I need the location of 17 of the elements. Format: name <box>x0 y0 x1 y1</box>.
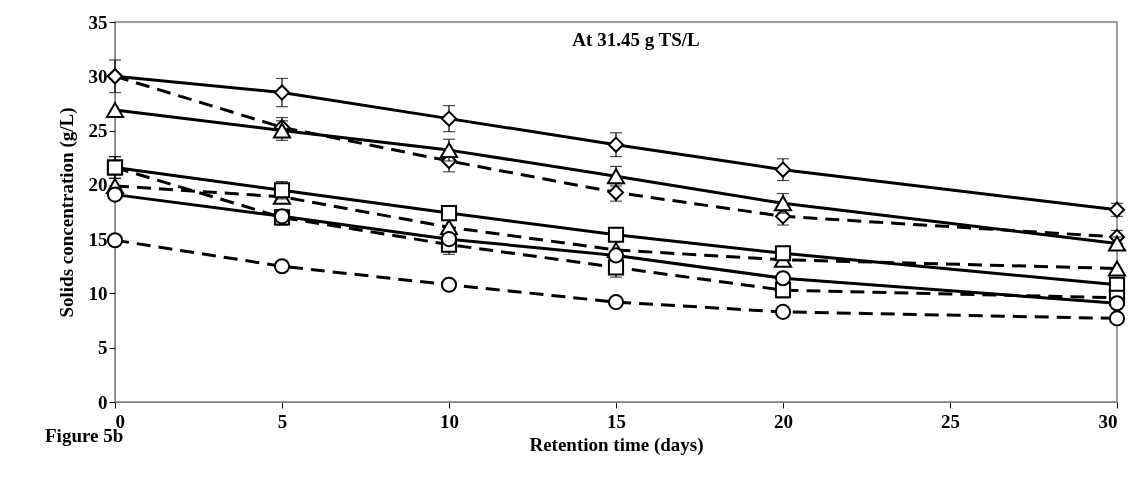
x-tick-label: 5 <box>277 410 288 432</box>
x-tick-label: 25 <box>941 410 960 432</box>
y-tick-label: 15 <box>88 228 108 250</box>
y-tick-label: 35 <box>88 11 108 33</box>
x-axis-title: Retention time (days) <box>529 433 704 456</box>
x-tick-label: 15 <box>607 410 626 432</box>
x-tick-label: 10 <box>440 410 459 432</box>
y-tick-label: 30 <box>88 65 108 87</box>
y-tick-label: 5 <box>98 337 108 359</box>
annotation: At 31.45 g TS/L <box>572 29 700 50</box>
x-tick-label: 30 <box>1098 410 1118 432</box>
x-tick-label: 20 <box>774 410 793 432</box>
y-tick-label: 20 <box>88 174 108 196</box>
y-tick-label: 25 <box>88 120 108 142</box>
y-tick-label: 0 <box>98 391 108 413</box>
y-tick-label: 10 <box>88 282 108 304</box>
y-axis-title: Solids concentration (g/L) <box>55 107 78 318</box>
